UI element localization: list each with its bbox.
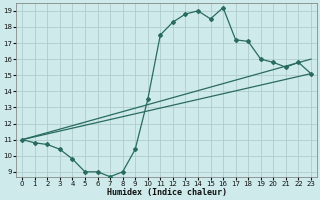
X-axis label: Humidex (Indice chaleur): Humidex (Indice chaleur): [107, 188, 227, 197]
